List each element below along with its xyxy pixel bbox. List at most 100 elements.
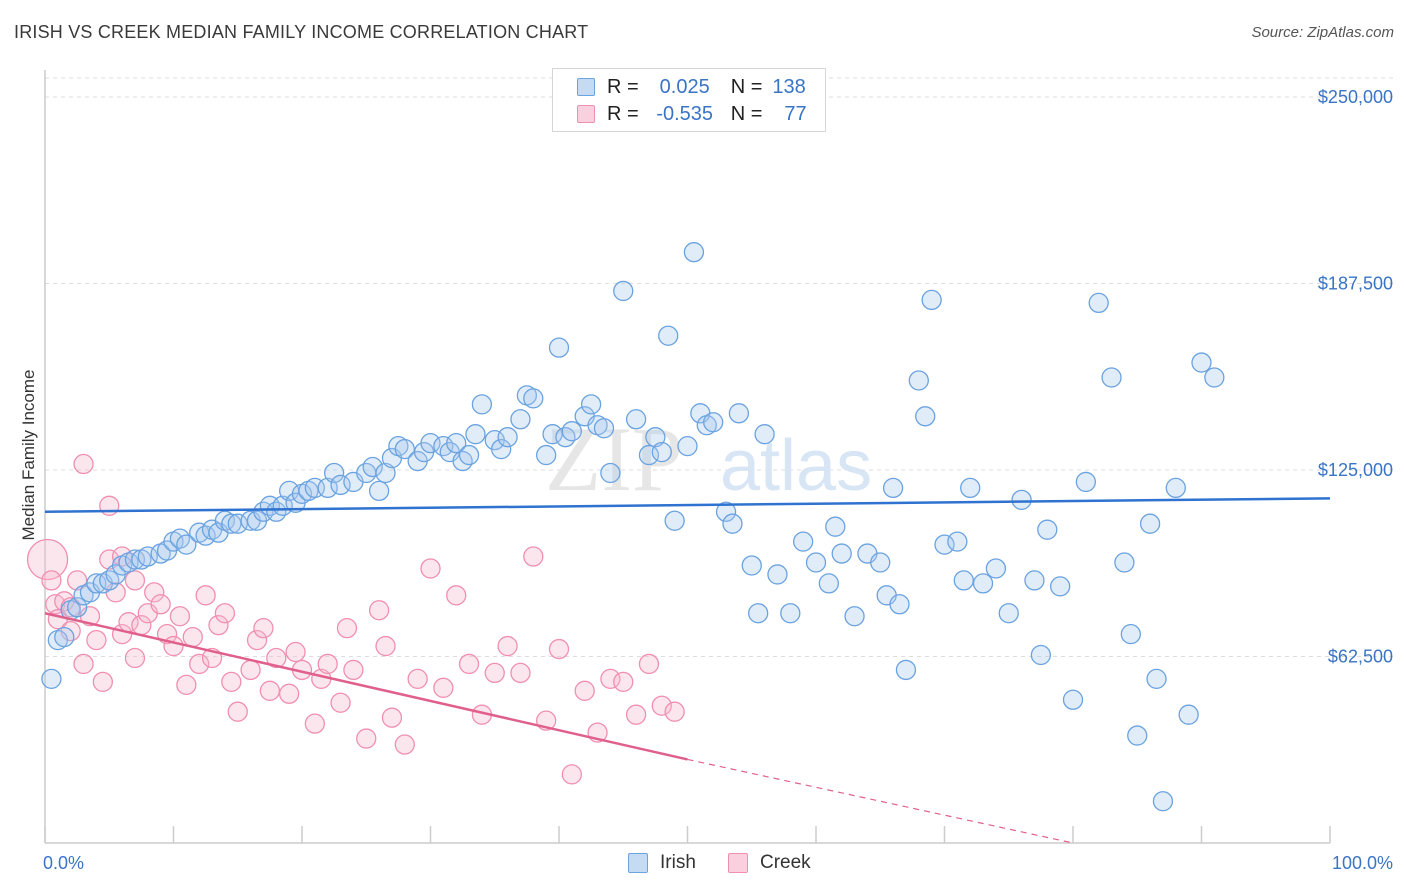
creek-point bbox=[278, 683, 300, 704]
irish-point bbox=[446, 432, 467, 454]
creek-point bbox=[523, 546, 544, 567]
irish-point bbox=[1088, 292, 1109, 314]
creek-point bbox=[407, 668, 428, 690]
irish-point bbox=[54, 626, 75, 648]
irish-point bbox=[523, 388, 544, 409]
irish-point bbox=[41, 668, 62, 690]
irish-point bbox=[375, 462, 396, 484]
y-tick-label: $187,500 bbox=[1318, 274, 1393, 294]
irish-point bbox=[542, 424, 563, 445]
creek-point bbox=[285, 641, 306, 663]
creek-point bbox=[356, 728, 377, 749]
creek-point bbox=[259, 680, 281, 701]
irish-point bbox=[86, 573, 107, 594]
creek-n-value: 77 bbox=[784, 102, 807, 125]
y-tick-label: $250,000 bbox=[1318, 87, 1393, 107]
legend-row-irish: R = 0.025 N = 138 bbox=[577, 74, 806, 100]
irish-legend-label: Irish bbox=[660, 852, 696, 873]
creek-point bbox=[561, 764, 582, 785]
irish-point bbox=[658, 325, 679, 346]
irish-point bbox=[124, 549, 146, 570]
creek-point bbox=[381, 707, 403, 728]
creek-point bbox=[26, 538, 69, 581]
irish-point bbox=[536, 444, 557, 466]
irish-point bbox=[638, 444, 660, 466]
irish-point bbox=[593, 418, 615, 439]
creek-point bbox=[266, 647, 287, 669]
irish-point bbox=[1165, 477, 1186, 499]
irish-point bbox=[972, 573, 994, 594]
creek-point bbox=[336, 618, 358, 639]
creek-point bbox=[240, 659, 261, 681]
creek-point bbox=[664, 701, 685, 722]
x-axis-ticks bbox=[44, 826, 1331, 843]
irish-point bbox=[317, 477, 338, 499]
creek-point bbox=[189, 653, 210, 675]
irish-point bbox=[330, 474, 351, 496]
watermark-zip: ZIP bbox=[545, 408, 683, 510]
irish-point bbox=[651, 441, 672, 463]
creek-legend-icon bbox=[728, 853, 748, 873]
irish-point bbox=[1114, 552, 1135, 573]
creek-point bbox=[368, 600, 390, 621]
irish-point bbox=[1011, 489, 1032, 510]
irish-point bbox=[458, 444, 480, 466]
stats-legend: R = 0.025 N = 138 R = -0.535 N = 77 bbox=[552, 68, 826, 132]
irish-point bbox=[915, 406, 936, 427]
creek-point bbox=[73, 653, 94, 675]
irish-point bbox=[221, 513, 242, 534]
irish-point bbox=[831, 543, 852, 564]
irish-point bbox=[1101, 367, 1122, 388]
irish-point bbox=[1075, 471, 1096, 493]
irish-point bbox=[1050, 576, 1071, 597]
irish-point bbox=[908, 370, 929, 391]
y-axis-title: Median Family Income bbox=[19, 369, 38, 540]
irish-point bbox=[683, 242, 705, 263]
creek-point bbox=[548, 638, 570, 660]
watermark-atlas: atlas bbox=[720, 426, 872, 506]
irish-point bbox=[452, 450, 473, 472]
irish-point bbox=[1139, 513, 1161, 534]
irish-point bbox=[921, 289, 942, 311]
source-label: Source: ZipAtlas.com bbox=[1251, 24, 1394, 41]
irish-point bbox=[754, 424, 775, 445]
irish-point bbox=[1178, 704, 1199, 725]
creek-point bbox=[169, 606, 191, 627]
irish-point bbox=[266, 501, 287, 522]
creek-trend-line bbox=[44, 612, 688, 761]
creek-point bbox=[420, 558, 441, 579]
irish-point bbox=[870, 552, 891, 573]
creek-point bbox=[246, 629, 268, 651]
irish-point bbox=[137, 546, 158, 567]
creek-point bbox=[343, 659, 364, 681]
irish-point bbox=[66, 597, 88, 618]
creek-point bbox=[41, 570, 62, 591]
creek-point bbox=[330, 692, 351, 713]
irish-point bbox=[323, 462, 345, 484]
irish-point bbox=[818, 573, 839, 594]
chart-title: IRISH VS CREEK MEDIAN FAMILY INCOME CORR… bbox=[14, 22, 589, 42]
creek-point bbox=[574, 680, 595, 701]
irish-point bbox=[420, 432, 441, 454]
x-tick-label-max: 100.0% bbox=[1332, 853, 1393, 873]
irish-point bbox=[176, 534, 197, 555]
irish-point bbox=[548, 337, 570, 358]
irish-point bbox=[947, 531, 968, 552]
irish-point bbox=[195, 525, 216, 546]
creek-point bbox=[304, 713, 326, 734]
irish-point bbox=[169, 528, 191, 549]
creek-point bbox=[66, 570, 88, 591]
creek-point bbox=[150, 594, 171, 615]
irish-point bbox=[613, 280, 634, 302]
irish-point bbox=[645, 427, 666, 448]
creek-point bbox=[497, 635, 518, 657]
creek-point bbox=[394, 734, 415, 755]
irish-swatch-icon bbox=[577, 78, 595, 96]
creek-point bbox=[510, 662, 531, 684]
creek-point bbox=[227, 701, 248, 722]
creek-point bbox=[73, 453, 94, 475]
irish-point bbox=[953, 570, 974, 591]
irish-point bbox=[471, 394, 493, 415]
irish-point bbox=[703, 412, 724, 433]
creek-point bbox=[208, 615, 229, 636]
